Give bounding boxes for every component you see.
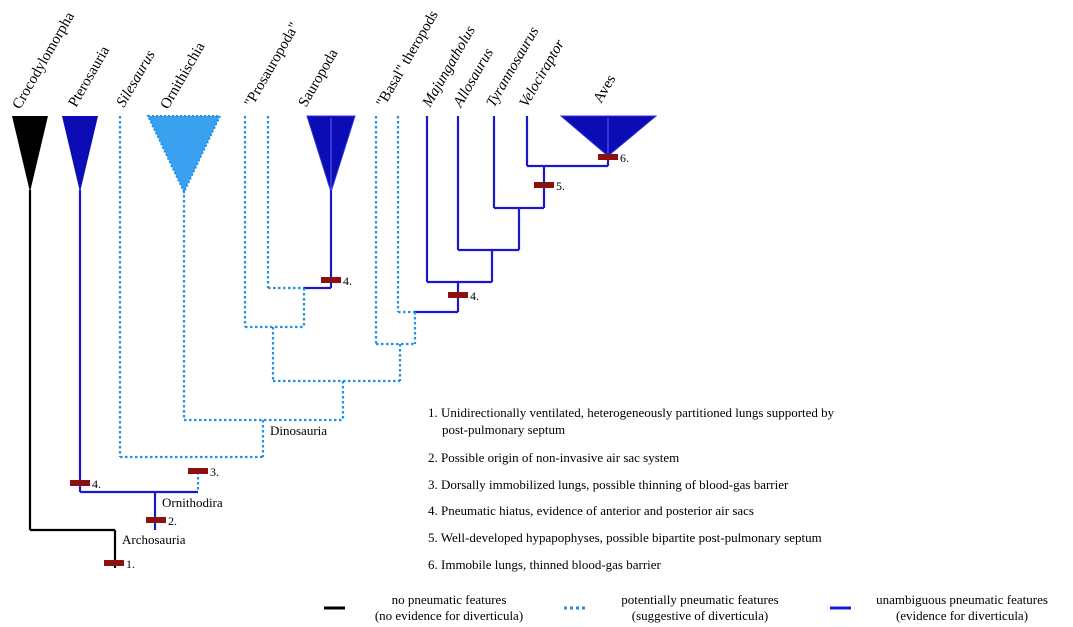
event-marker-1 xyxy=(104,560,124,566)
event-marker-2 xyxy=(146,517,166,523)
legend: no pneumatic features (no evidence for d… xyxy=(324,592,1048,623)
clade-label-ornithodira: Ornithodira xyxy=(162,495,223,510)
event-number-4-sauropoda: 4. xyxy=(343,274,352,288)
branches-unambiguous xyxy=(78,116,610,530)
clade-label-dinosauria: Dinosauria xyxy=(270,423,327,438)
legend-potential-line-1: potentially pneumatic features xyxy=(621,592,778,607)
event-number-2: 2. xyxy=(168,514,177,528)
event-number-4-theropoda: 4. xyxy=(470,289,479,303)
taxon-label-sauropoda: Sauropoda xyxy=(296,46,342,110)
event-numbers: 1. 2. 3. 4. 4. 4. 5. 6. xyxy=(92,151,629,571)
taxon-label-aves: Aves xyxy=(591,72,620,106)
taxon-label-silesaurus: Silesaurus xyxy=(114,48,159,110)
event-number-4-pterosauria: 4. xyxy=(92,477,101,491)
event-marker-6 xyxy=(598,154,618,160)
legend-no-pneumatic-line-2: (no evidence for diverticula) xyxy=(375,608,523,623)
note-1-line-1: 1. Unidirectionally ventilated, heteroge… xyxy=(428,405,835,420)
taxon-label-ornithischia: Ornithischia xyxy=(158,39,209,112)
taxon-label-prosauropoda: "Prosauropoda" xyxy=(242,20,303,110)
event-marker-4-sauropoda xyxy=(321,277,341,283)
event-number-3: 3. xyxy=(210,465,219,479)
note-4: 4. Pneumatic hiatus, evidence of anterio… xyxy=(428,503,754,518)
clade-triangles xyxy=(12,115,658,195)
note-2: 2. Possible origin of non-invasive air s… xyxy=(428,450,679,465)
event-number-6: 6. xyxy=(620,151,629,165)
event-number-1: 1. xyxy=(126,557,135,571)
note-3: 3. Dorsally immobilized lungs, possible … xyxy=(428,477,789,492)
taxon-label-pterosauria: Pterosauria xyxy=(66,43,114,110)
event-marker-4-pterosauria xyxy=(70,480,90,486)
branches-no-pneumatic xyxy=(28,190,117,568)
branches-potential xyxy=(118,116,417,492)
legend-unambiguous-line-2: (evidence for diverticula) xyxy=(896,608,1028,623)
character-notes: 1. Unidirectionally ventilated, heteroge… xyxy=(428,405,835,572)
legend-no-pneumatic-line-1: no pneumatic features xyxy=(392,592,507,607)
note-1-line-2: post-pulmonary septum xyxy=(442,422,565,437)
clade-names: Archosauria Ornithodira Dinosauria xyxy=(122,423,327,547)
event-marker-3 xyxy=(188,468,208,474)
taxon-labels: Crocodylomorpha Pterosauria Silesaurus O… xyxy=(10,8,620,112)
event-markers xyxy=(70,154,618,566)
ornithischia-triangle xyxy=(146,115,222,195)
event-marker-4-theropoda xyxy=(448,292,468,298)
pterosauria-triangle xyxy=(62,116,98,192)
event-marker-5 xyxy=(534,182,554,188)
note-6: 6. Immobile lungs, thinned blood-gas bar… xyxy=(428,557,662,572)
event-number-5: 5. xyxy=(556,179,565,193)
legend-unambiguous-line-1: unambiguous pneumatic features xyxy=(876,592,1048,607)
crocodylomorpha-triangle xyxy=(12,116,48,192)
note-5: 5. Well-developed hypapophyses, possible… xyxy=(428,530,822,545)
legend-potential-line-2: (suggestive of diverticula) xyxy=(632,608,768,623)
clade-label-archosauria: Archosauria xyxy=(122,532,186,547)
